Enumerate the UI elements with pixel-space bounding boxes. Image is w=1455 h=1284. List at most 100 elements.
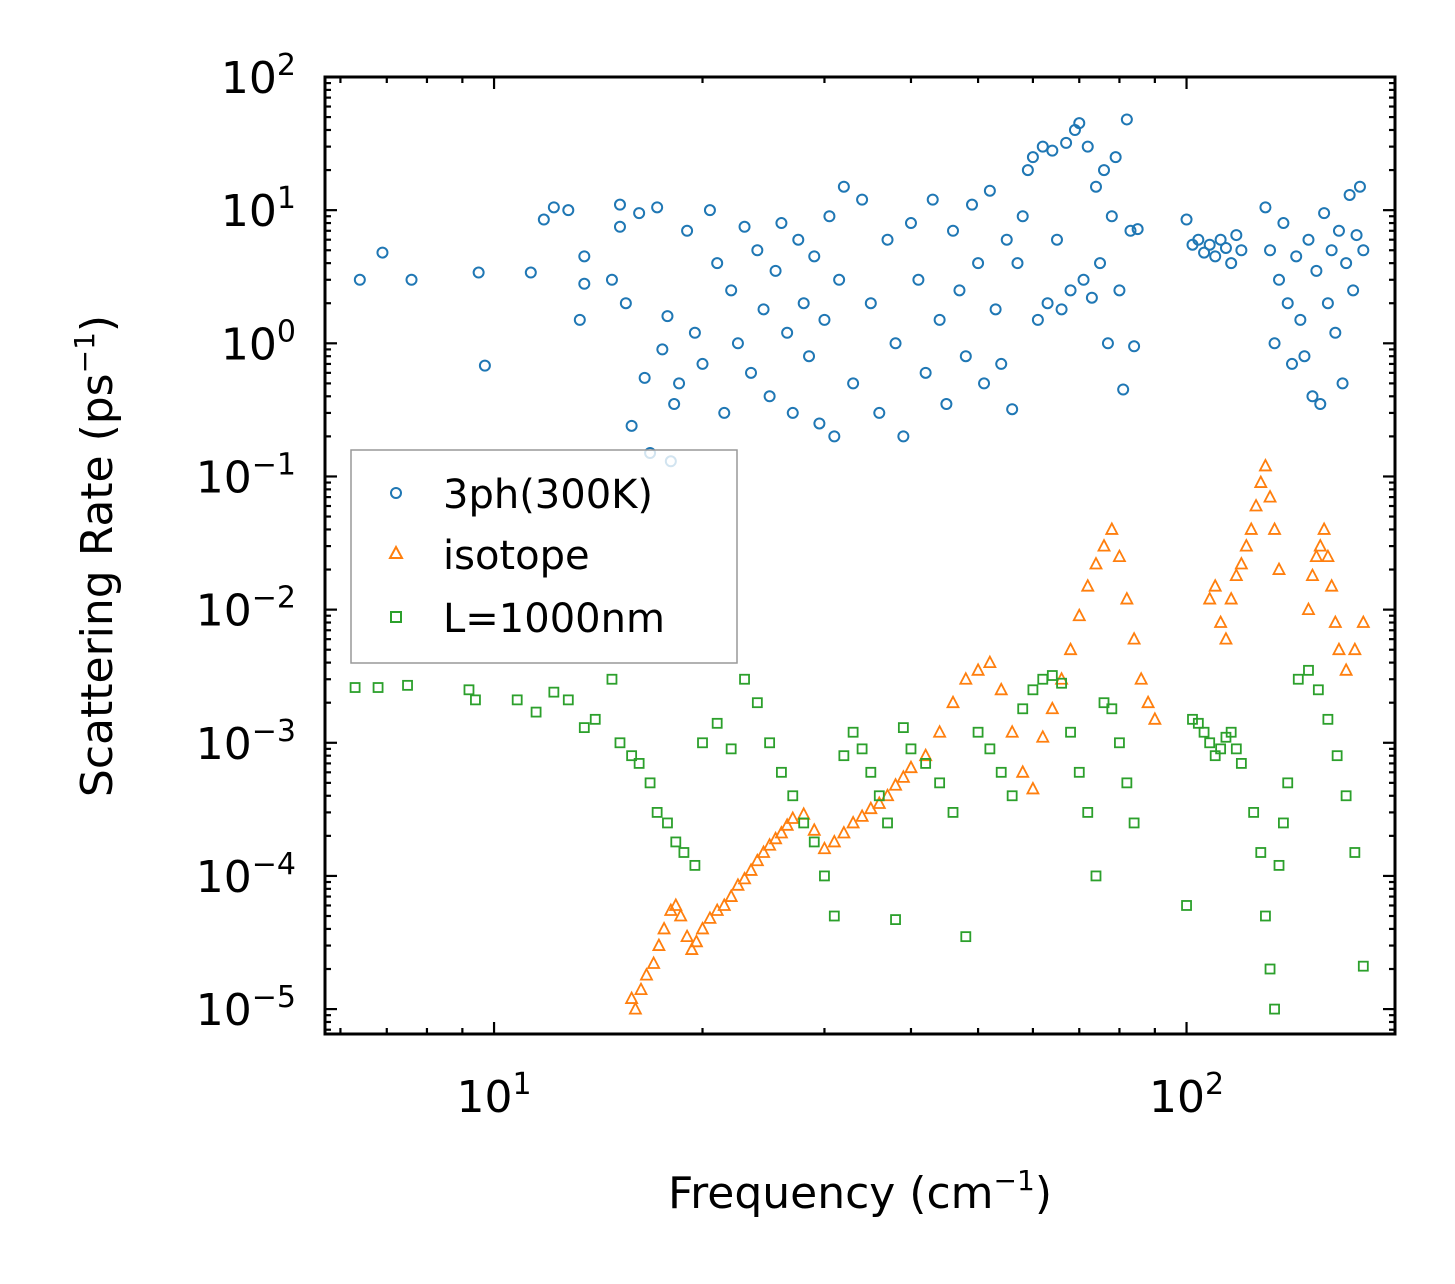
data-point xyxy=(1088,556,1103,570)
data-point xyxy=(787,790,799,802)
data-point xyxy=(680,928,695,943)
data-point xyxy=(1312,684,1324,696)
data-point xyxy=(1225,726,1237,738)
data-point xyxy=(702,910,717,924)
data-point xyxy=(1089,180,1102,193)
data-point xyxy=(1264,963,1276,975)
data-point xyxy=(656,343,669,356)
data-point xyxy=(808,836,820,848)
data-point xyxy=(1081,140,1094,153)
data-point xyxy=(888,777,903,791)
data-point xyxy=(818,313,831,326)
data-point xyxy=(1331,750,1343,762)
data-point xyxy=(472,266,485,279)
data-point xyxy=(605,273,618,286)
data-point xyxy=(1290,250,1303,263)
data-point xyxy=(1141,694,1156,709)
legend-label-3ph: 3ph(300K) xyxy=(443,472,653,518)
data-point xyxy=(897,722,909,734)
data-point xyxy=(1046,144,1059,157)
data-point xyxy=(624,990,639,1004)
data-point xyxy=(689,859,701,871)
data-point xyxy=(1073,117,1086,130)
data-point xyxy=(1263,489,1278,503)
data-point xyxy=(1106,703,1118,715)
data-point xyxy=(1016,210,1029,223)
legend-marker-boundary xyxy=(390,611,402,623)
data-point xyxy=(684,941,699,955)
legend-label-boundary: L=1000nm xyxy=(443,596,665,642)
data-point xyxy=(1214,233,1227,246)
data-point xyxy=(1011,257,1024,270)
data-point xyxy=(1082,807,1094,818)
data-point xyxy=(695,920,710,935)
data-point xyxy=(1192,717,1204,729)
data-point xyxy=(681,224,694,237)
data-point xyxy=(628,1001,643,1015)
data-point xyxy=(1310,264,1323,277)
data-point xyxy=(1260,910,1271,922)
data-point xyxy=(1060,136,1073,149)
data-point xyxy=(626,750,638,762)
data-point xyxy=(711,717,723,729)
data-point xyxy=(511,694,523,706)
data-point xyxy=(1349,847,1361,858)
data-point xyxy=(817,840,832,855)
data-point xyxy=(353,273,366,286)
data-point xyxy=(792,233,805,246)
data-point xyxy=(905,743,917,755)
data-point xyxy=(819,870,830,882)
data-point xyxy=(846,815,861,829)
data-point xyxy=(971,662,986,676)
data-point xyxy=(349,682,361,693)
data-point xyxy=(953,284,966,297)
data-point xyxy=(847,726,859,738)
data-point xyxy=(1219,241,1232,254)
data-point xyxy=(1273,859,1285,871)
data-point xyxy=(739,673,750,685)
data-point xyxy=(958,671,973,685)
data-point xyxy=(1015,764,1030,778)
data-point xyxy=(1055,303,1068,316)
data-point xyxy=(661,310,674,323)
data-point xyxy=(1121,777,1133,789)
data-point xyxy=(662,817,673,829)
data-point xyxy=(1006,403,1019,416)
data-point xyxy=(470,694,481,706)
data-point xyxy=(775,217,788,230)
data-point xyxy=(1080,578,1095,592)
data-point xyxy=(1128,340,1141,353)
data-point xyxy=(1324,578,1339,592)
data-point xyxy=(1350,229,1363,242)
data-point xyxy=(1303,664,1314,676)
data-point xyxy=(1292,673,1304,685)
data-point xyxy=(1268,337,1281,350)
series-layer xyxy=(349,113,1371,1015)
data-point xyxy=(1281,297,1294,310)
data-point xyxy=(1331,641,1346,656)
data-point xyxy=(1097,538,1111,552)
data-point xyxy=(711,257,724,270)
data-point xyxy=(1056,677,1067,689)
data-point xyxy=(1124,224,1137,237)
data-point xyxy=(890,914,901,925)
data-point xyxy=(1325,244,1338,257)
data-point xyxy=(1356,614,1371,628)
data-point xyxy=(856,193,869,206)
data-point xyxy=(1215,743,1227,755)
data-point xyxy=(613,198,626,211)
data-point xyxy=(1353,180,1366,193)
data-point xyxy=(1064,284,1077,297)
series-3 xyxy=(349,664,1369,1015)
data-point xyxy=(946,694,960,709)
data-point xyxy=(696,357,709,370)
data-point xyxy=(673,377,686,390)
tick-labels: 101 102 102 101 100 10−1 10−2 10−3 10−4 10−5 xyxy=(196,48,1224,1123)
data-point xyxy=(797,297,810,310)
data-point xyxy=(1181,900,1192,911)
data-point xyxy=(798,817,810,829)
data-point xyxy=(1264,244,1277,257)
data-point xyxy=(1208,578,1223,592)
data-point xyxy=(1277,217,1290,230)
data-point xyxy=(889,337,902,350)
